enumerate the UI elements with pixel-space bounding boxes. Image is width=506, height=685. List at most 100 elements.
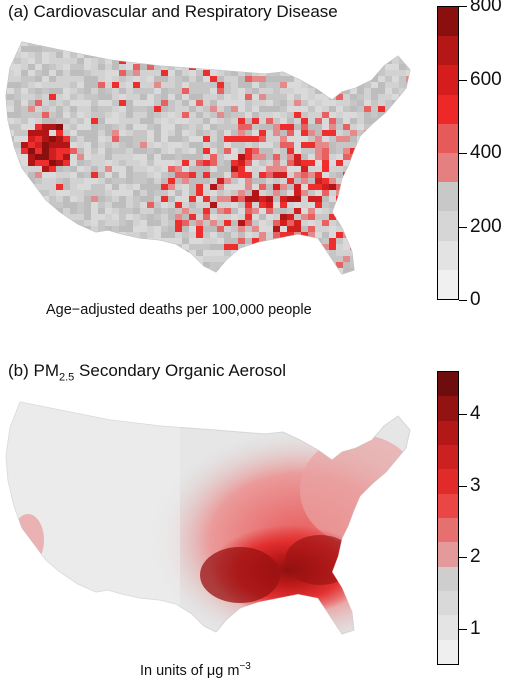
county-cell (182, 118, 189, 124)
county-cell (357, 118, 364, 124)
county-cell (77, 250, 84, 256)
county-cell (329, 88, 336, 94)
county-cell (21, 106, 28, 112)
county-cell (231, 94, 238, 100)
county-cell (168, 70, 175, 76)
county-cell (7, 184, 14, 190)
county-cell (252, 46, 259, 52)
county-cell (126, 202, 133, 208)
county-cell (112, 160, 119, 166)
county-cell (91, 154, 98, 160)
county-cell (28, 220, 35, 226)
county-cell (35, 100, 42, 106)
county-cell (84, 58, 91, 64)
county-cell (49, 124, 56, 130)
county-cell (315, 184, 322, 190)
county-cell (294, 220, 301, 226)
county-cell (343, 256, 350, 262)
county-cell (189, 64, 196, 70)
county-cell (189, 100, 196, 106)
county-cell (49, 226, 56, 232)
county-cell (406, 214, 410, 220)
county-cell (406, 166, 410, 172)
county-cell (378, 88, 385, 94)
county-cell (336, 112, 343, 118)
county-cell (35, 148, 42, 154)
county-cell (154, 250, 161, 256)
county-cell (84, 142, 91, 148)
county-cell (6, 118, 7, 124)
county-cell (406, 208, 410, 214)
county-cell (112, 100, 119, 106)
county-cell (224, 292, 231, 298)
county-cell (21, 70, 28, 76)
county-cell (35, 250, 42, 256)
county-cell (217, 268, 224, 274)
county-cell (406, 142, 410, 148)
county-cell (49, 100, 56, 106)
county-cell (189, 244, 196, 250)
county-cell (203, 142, 210, 148)
county-cell (343, 124, 350, 130)
county-cell (287, 292, 294, 298)
county-cell (273, 28, 280, 34)
county-cell (168, 106, 175, 112)
county-cell (238, 226, 245, 232)
county-cell (252, 292, 259, 298)
county-cell (0, 298, 7, 304)
county-cell (140, 154, 147, 160)
county-cell (210, 280, 217, 286)
county-cell (28, 118, 35, 124)
county-cell (336, 166, 343, 172)
county-cell (245, 280, 252, 286)
county-cell (35, 88, 42, 94)
county-cell (406, 268, 410, 274)
county-cell (336, 28, 343, 34)
county-cell (343, 208, 350, 214)
county-cell (112, 70, 119, 76)
county-cell (245, 202, 252, 208)
county-cell (105, 52, 112, 58)
county-cell (196, 220, 203, 226)
county-cell (413, 82, 420, 88)
county-cell (189, 268, 196, 274)
county-cell (350, 142, 357, 148)
county-cell (161, 100, 168, 106)
county-cell (161, 64, 168, 70)
panel-a-colorbar-bin (438, 269, 458, 299)
county-cell (238, 256, 245, 262)
county-cell (105, 166, 112, 172)
county-cell (105, 238, 112, 244)
county-cell (140, 118, 147, 124)
county-cell (280, 88, 287, 94)
county-cell (28, 154, 35, 160)
county-cell (126, 130, 133, 136)
county-cell (119, 52, 126, 58)
county-cell (315, 304, 322, 308)
county-cell (196, 76, 203, 82)
county-cell (217, 106, 224, 112)
county-cell (224, 262, 231, 268)
county-cell (231, 256, 238, 262)
county-cell (420, 100, 427, 106)
county-cell (77, 142, 84, 148)
county-cell (21, 238, 28, 244)
county-cell (259, 256, 266, 262)
county-cell (168, 286, 175, 292)
county-cell (98, 220, 105, 226)
county-cell (189, 250, 196, 256)
county-cell (63, 202, 70, 208)
county-cell (301, 42, 308, 46)
county-cell (343, 136, 350, 142)
county-cell (259, 34, 266, 40)
county-cell (413, 232, 420, 238)
county-cell (70, 202, 77, 208)
county-cell (266, 154, 273, 160)
county-cell (413, 256, 420, 262)
county-cell (427, 298, 430, 304)
county-cell (266, 42, 273, 46)
county-cell (322, 106, 329, 112)
county-cell (140, 226, 147, 232)
county-cell (14, 238, 21, 244)
county-cell (350, 238, 357, 244)
